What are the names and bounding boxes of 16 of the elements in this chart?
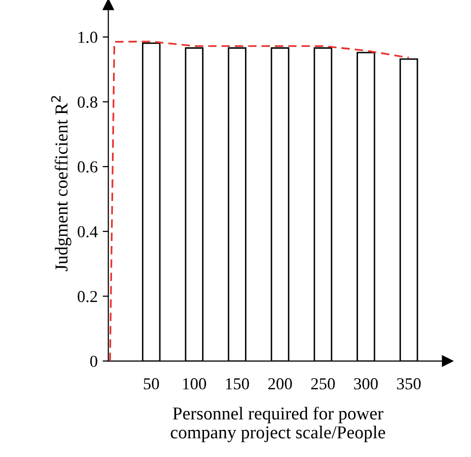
x-tick-label: 250 — [311, 378, 335, 390]
y-tick-label: 0.8 — [78, 96, 98, 108]
y-tick-label: 1.0 — [78, 32, 98, 43]
y-tick-label: 0.6 — [78, 161, 98, 173]
x-tick-label: 300 — [354, 378, 378, 390]
x-tick-label: 150 — [226, 378, 249, 390]
line-series — [109, 40, 410, 362]
y-tick-label: 0.2 — [78, 290, 97, 302]
x-axis-title: Personnel required for power company project scale/People — [170, 406, 386, 442]
x-tick-label: 200 — [268, 378, 292, 390]
x-tick-label: 350 — [397, 378, 421, 390]
y-axis-title: Judgment coefficient R$^{2}$ — [51, 96, 72, 272]
x-tick-label: 50 — [144, 378, 159, 390]
y-tick-label: 0 — [90, 356, 98, 367]
y-tick-label: 0.4 — [78, 226, 98, 238]
x-tick-label: 100 — [183, 378, 206, 390]
